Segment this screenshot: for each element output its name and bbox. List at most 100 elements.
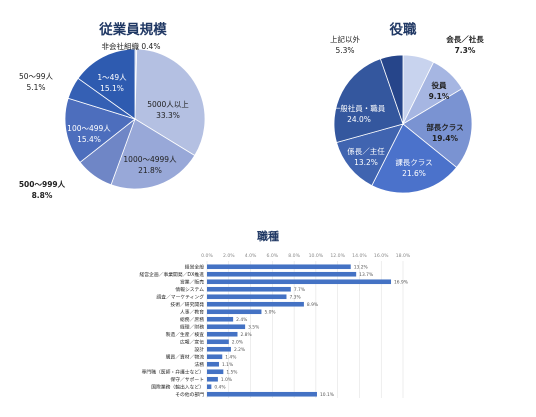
bar-tick-4: 8.0% (288, 253, 300, 259)
pie1-value-5: 5.1% (26, 83, 45, 92)
bar-category-12: 購買／資材／物流 (166, 353, 205, 360)
bar-4 (207, 294, 287, 300)
bar-value-4: 7.3% (289, 294, 300, 300)
bar-category-3: 情報システム (175, 286, 204, 293)
pie2-title: 役職 (390, 21, 417, 38)
pie2-label-5: 一般社員・職員 (333, 103, 386, 113)
bar-category-5: 技術／研究開発 (170, 301, 204, 308)
pie1-label-4: 100～499人 (67, 124, 111, 133)
bar-category-4: 調査／マーケティング (156, 293, 204, 300)
pie2-value-2: 19.4% (432, 134, 459, 143)
bar-category-1: 経営企画／事業開発／DX推進 (139, 271, 204, 278)
bar-value-13: 1.1% (222, 362, 233, 368)
bar-13 (207, 361, 219, 367)
pie2-value-3: 21.6% (402, 169, 426, 178)
pie2-label-4: 係長／主任 (347, 146, 385, 156)
pie2-slice-2 (402, 88, 473, 168)
pie2-label-2: 部長クラス (426, 122, 463, 132)
bar-15 (207, 376, 218, 382)
bar-value-14: 1.5% (226, 369, 237, 375)
bar-category-14: 専門職（医師・弁護士など） (142, 368, 204, 375)
pie2-slice-4 (336, 123, 404, 187)
bar-tick-9: 18.0% (396, 253, 411, 259)
pie2-value-6: 5.3% (335, 46, 354, 55)
pie2-label-0: 会長／社長 (446, 34, 484, 44)
pie2-group: 会長／社長 7.3% 役員 9.1% 部長クラス 19.4% 課長クラス 21.6% 係長／主任… (330, 34, 484, 194)
bar-tick-5: 10.0% (309, 253, 324, 259)
bar-category-7: 総務／庶務 (180, 316, 204, 323)
pie2-label-1: 役員 (431, 80, 447, 90)
pie2-slice-5 (333, 58, 404, 144)
pie1-value-3: 8.8% (32, 191, 53, 200)
bar-value-17: 10.1% (320, 392, 334, 398)
bar-category-15: 保守／サポート (170, 376, 204, 383)
bar-value-5: 8.9% (307, 302, 318, 308)
pie2-slice-3 (371, 123, 458, 194)
bar-1 (207, 271, 357, 277)
bar-tick-3: 6.0% (266, 253, 278, 259)
pie1-slice-2 (110, 118, 196, 190)
pie1-value-4: 15.4% (77, 135, 101, 144)
bar-value-6: 5.0% (264, 309, 275, 315)
bar-category-17: その他の部門 (175, 391, 204, 398)
pie1-label-2: 1000～4999人 (123, 155, 177, 164)
pie1-label-1: 5000人以上 (147, 100, 189, 109)
bar-value-2: 16.9% (394, 279, 408, 285)
pie1-label-3: 500～999人 (19, 180, 66, 189)
bar-3 (207, 286, 291, 292)
bar-tick-8: 16.0% (374, 253, 389, 259)
bar-value-9: 2.8% (240, 332, 251, 338)
bar-tick-1: 2.0% (223, 253, 235, 259)
bar-tick-0: 0.0% (201, 253, 213, 259)
bar-value-11: 2.2% (234, 347, 245, 353)
bar-tick-7: 14.0% (352, 253, 367, 259)
bar-value-3: 7.7% (294, 287, 305, 293)
pie1-slice-1 (134, 48, 206, 157)
bar-value-8: 3.5% (248, 324, 259, 330)
pie1-value-6: 15.1% (100, 84, 124, 93)
bar-category-16: 国際業務（輸出入など） (151, 383, 204, 390)
bar-value-12: 1.4% (225, 354, 236, 360)
bar-category-9: 製造／生産／検査 (166, 331, 205, 338)
bar-category-10: 広報／宣伝 (180, 338, 204, 345)
pie2-label-3: 課長クラス (395, 157, 432, 167)
bar-9 (207, 331, 238, 337)
bar-category-13: 法務 (194, 361, 204, 368)
pie1-label-0: 非会社組織 0.4% (102, 41, 161, 51)
bar-category-6: 人事／教育 (180, 308, 204, 315)
bar-8 (207, 324, 246, 330)
bar-10 (207, 339, 229, 345)
pie1-slice-4 (64, 97, 136, 163)
bar-12 (207, 354, 223, 360)
bar-2 (207, 279, 392, 285)
bar-tick-2: 4.0% (245, 253, 257, 259)
pie1-title: 従業員規模 (98, 21, 167, 38)
bar-category-8: 経理／財務 (180, 323, 204, 330)
pie1-label-5: 50～99人 (19, 72, 54, 81)
pie1-label-6: 1～49人 (97, 73, 127, 82)
pie2-value-4: 13.2% (354, 158, 378, 167)
pie2-slice-6 (379, 54, 404, 125)
pie1-value-1: 33.3% (156, 111, 180, 120)
bar-value-0: 13.2% (354, 264, 368, 270)
pie2-label-6: 上記以外 (330, 34, 360, 44)
bar-6 (207, 309, 262, 315)
bar-5 (207, 301, 304, 307)
bar-category-11: 設計 (194, 346, 204, 353)
bar-category-0: 経営全般 (185, 263, 204, 270)
pie1-value-2: 21.8% (138, 166, 162, 175)
bar-14 (207, 369, 224, 375)
pie2-value-5: 24.0% (347, 115, 371, 124)
pie2-value-0: 7.3% (455, 46, 476, 55)
bar-value-1: 13.7% (359, 272, 373, 278)
bar-11 (207, 346, 231, 352)
bar-value-16: 0.4% (214, 384, 225, 390)
bar-16 (207, 384, 212, 390)
bar-chart-group: 0.0% 2.0% 4.0% 6.0% 8.0% 10.0% 12.0% 14.0% 16.0%… (139, 253, 411, 398)
bar-value-10: 2.0% (232, 339, 243, 345)
bar-value-15: 1.0% (221, 377, 232, 383)
bar-7 (207, 316, 234, 322)
bar-value-7: 2.4% (236, 317, 247, 323)
bar-title: 職種 (257, 229, 279, 243)
